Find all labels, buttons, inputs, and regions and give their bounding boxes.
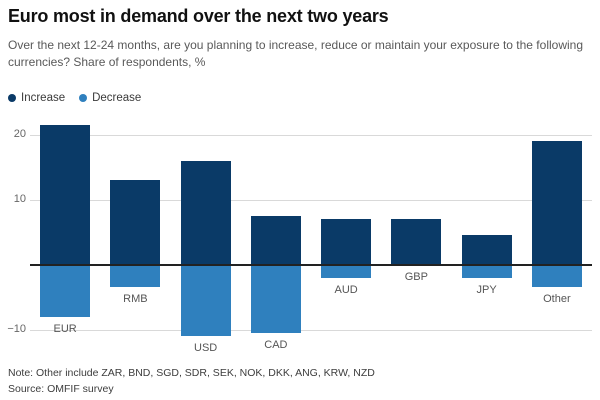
category-label-jpy: JPY <box>476 283 497 296</box>
bar-decrease-jpy <box>461 264 512 278</box>
bar-increase-rmb <box>110 180 161 265</box>
category-label-gbp: GBP <box>404 270 428 283</box>
gridline-10 <box>30 199 592 201</box>
category-label-eur: EUR <box>53 322 77 335</box>
category-label-rmb: RMB <box>123 293 148 306</box>
legend-item-increase: Increase <box>8 92 65 104</box>
bar-decrease-cad <box>250 264 301 333</box>
gridline--10 <box>30 329 592 331</box>
bar-chart-plot: 20 10 −10 EUR RMB USD CAD AUD GBP JPY Other <box>0 112 600 362</box>
zero-axis-line <box>30 264 592 266</box>
category-label-cad: CAD <box>264 338 288 351</box>
gridline-20 <box>30 134 592 136</box>
bar-decrease-aud <box>321 264 372 278</box>
category-label-other: Other <box>543 293 571 306</box>
legend-label-decrease: Decrease <box>92 92 142 104</box>
bar-decrease-other <box>531 264 582 288</box>
bar-increase-jpy <box>461 235 512 265</box>
legend-item-decrease: Decrease <box>79 92 141 104</box>
increase-dot-icon <box>8 94 16 102</box>
y-tick-label--10: −10 <box>7 323 26 335</box>
bar-decrease-eur <box>40 264 91 317</box>
legend-label-increase: Increase <box>21 92 66 104</box>
chart-subtitle: Over the next 12-24 months, are you plan… <box>8 38 583 70</box>
bar-increase-eur <box>40 124 91 265</box>
category-label-usd: USD <box>194 342 218 354</box>
bar-increase-cad <box>250 215 301 265</box>
chart-source: Source: OMFIF survey <box>8 383 114 395</box>
page-title: Euro most in demand over the next two ye… <box>8 6 389 26</box>
bar-decrease-usd <box>180 264 231 336</box>
bar-increase-aud <box>321 219 372 265</box>
bar-increase-other <box>531 141 582 265</box>
category-label-aud: AUD <box>334 283 358 296</box>
bar-increase-usd <box>180 160 231 265</box>
legend: Increase Decrease <box>8 92 141 104</box>
decrease-dot-icon <box>79 94 88 102</box>
y-tick-label-20: 20 <box>13 128 26 140</box>
bar-increase-gbp <box>391 219 442 265</box>
chart-note: Note: Other include ZAR, BND, SGD, SDR, … <box>8 367 375 379</box>
bar-decrease-rmb <box>110 264 161 288</box>
y-tick-label-10: 10 <box>13 193 26 205</box>
